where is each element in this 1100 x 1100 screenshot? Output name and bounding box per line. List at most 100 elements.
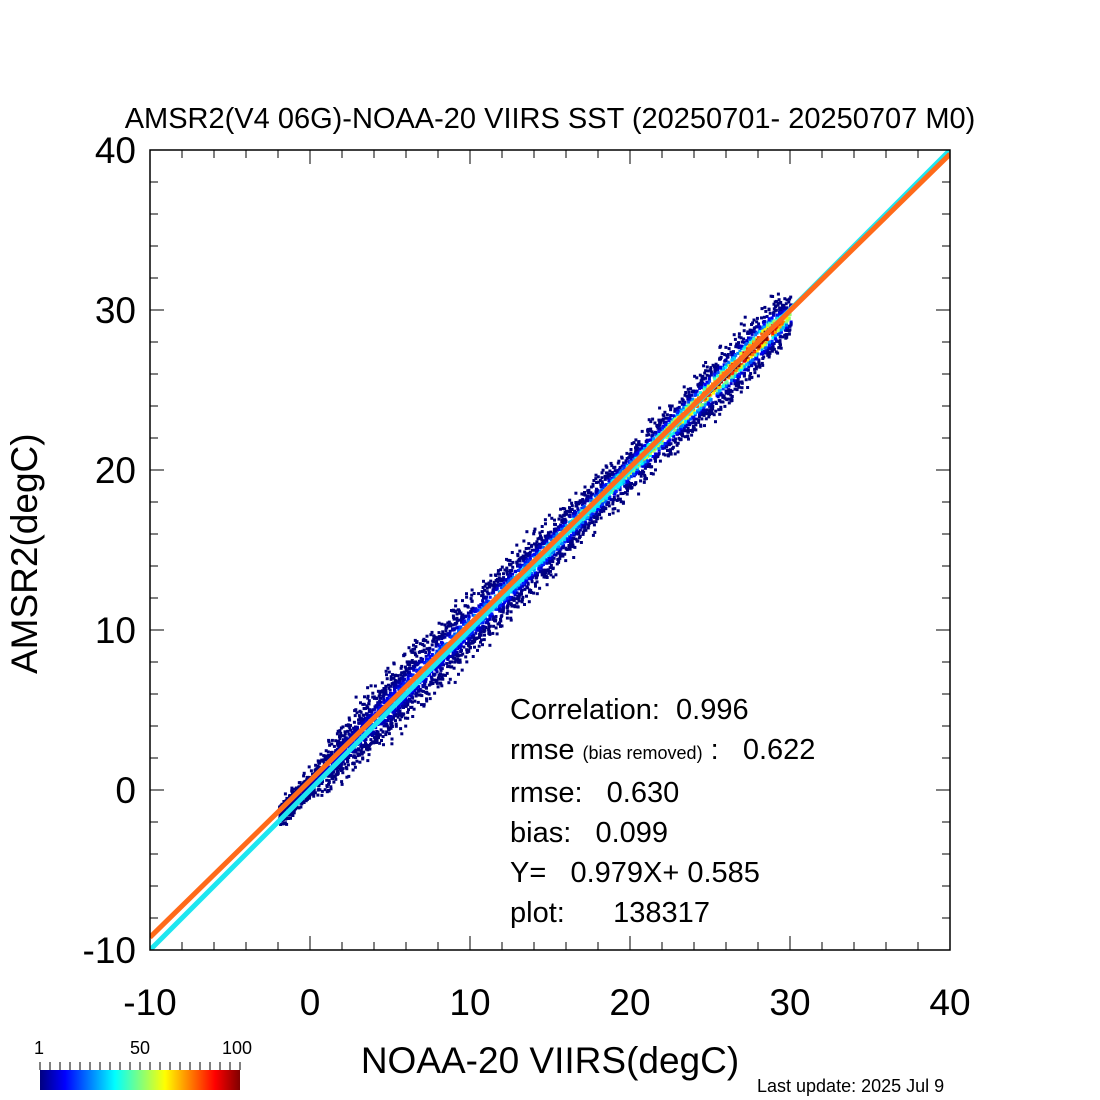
density-cell [336,742,340,746]
density-cell [470,599,474,603]
density-cell [717,408,721,412]
density-cell [467,639,471,643]
density-cell [591,484,595,488]
density-cell [563,552,567,556]
density-cell [421,683,425,687]
density-cell [545,583,549,587]
density-cell [668,448,672,452]
density-cell [550,558,554,562]
density-cell [442,643,446,647]
density-cell [472,592,476,595]
density-cell [401,699,405,703]
density-cell [400,701,404,705]
density-cell [441,630,445,634]
density-cell [394,714,398,718]
density-cell [330,750,334,754]
density-cell [367,753,371,757]
density-cell [491,583,495,587]
density-cell [723,366,727,369]
density-cell [686,429,690,433]
density-cell [407,698,411,702]
density-cell [772,302,776,306]
density-cell [689,417,693,421]
density-cell [494,618,498,622]
density-cell [566,538,570,542]
density-cell [550,516,554,520]
density-cell [704,417,708,421]
density-cell [713,373,717,377]
density-cell [675,413,679,417]
density-cell [406,716,410,720]
density-cell [773,309,777,313]
density-cell [389,723,393,727]
density-cell [698,373,702,377]
density-cell [680,425,683,429]
density-cell [435,649,439,653]
density-cell [501,605,505,609]
density-cell [719,393,723,397]
density-cell [558,557,562,561]
density-cell [392,676,396,680]
density-cell [711,401,715,405]
density-cell [568,508,572,512]
density-cell [637,492,641,496]
density-cell [675,431,679,435]
density-cell [406,703,410,707]
density-cell [631,472,635,476]
density-cell [492,624,496,628]
density-cell [499,601,503,605]
density-cell [411,715,415,718]
density-cell [649,458,653,462]
density-cell [559,507,563,511]
density-cell [563,538,566,542]
density-cell [324,749,328,753]
density-cell [360,724,364,727]
density-cell [576,539,580,543]
density-cell [755,357,758,361]
density-cell [685,394,689,398]
density-cell [651,472,655,476]
density-cell [758,330,762,334]
density-cell [704,369,708,373]
density-cell [769,294,773,298]
density-cell [349,728,352,732]
density-cell [723,404,727,408]
density-cell [767,343,771,347]
density-cell [476,648,479,652]
density-cell [327,781,331,784]
density-cell [564,559,568,563]
density-cell [536,573,539,577]
density-cell [778,335,782,339]
density-cell [486,591,490,595]
density-cell [755,349,759,353]
density-cell [606,501,610,505]
density-cell [646,464,650,468]
density-cell [305,775,309,779]
density-cell [499,609,503,613]
density-cell [576,526,580,529]
density-cell [580,506,584,510]
density-cell [404,704,408,708]
density-cell [735,388,739,392]
density-cell [609,491,613,495]
density-cell [406,662,410,666]
density-cell [525,530,529,534]
density-cell [746,336,750,340]
density-cell [582,500,586,504]
density-cell [750,332,754,336]
density-cell [384,689,388,693]
density-cell [762,328,766,332]
density-cell [780,321,784,325]
density-cell [418,642,422,646]
density-cell [340,780,344,784]
density-cell [583,485,587,489]
density-cell [611,507,615,511]
density-cell [470,593,474,597]
density-cell [363,716,367,720]
density-cell [518,584,522,588]
density-cell [544,568,547,572]
density-cell [745,342,749,346]
density-cell [376,689,380,693]
density-cell [752,318,756,322]
density-cell [453,650,457,654]
